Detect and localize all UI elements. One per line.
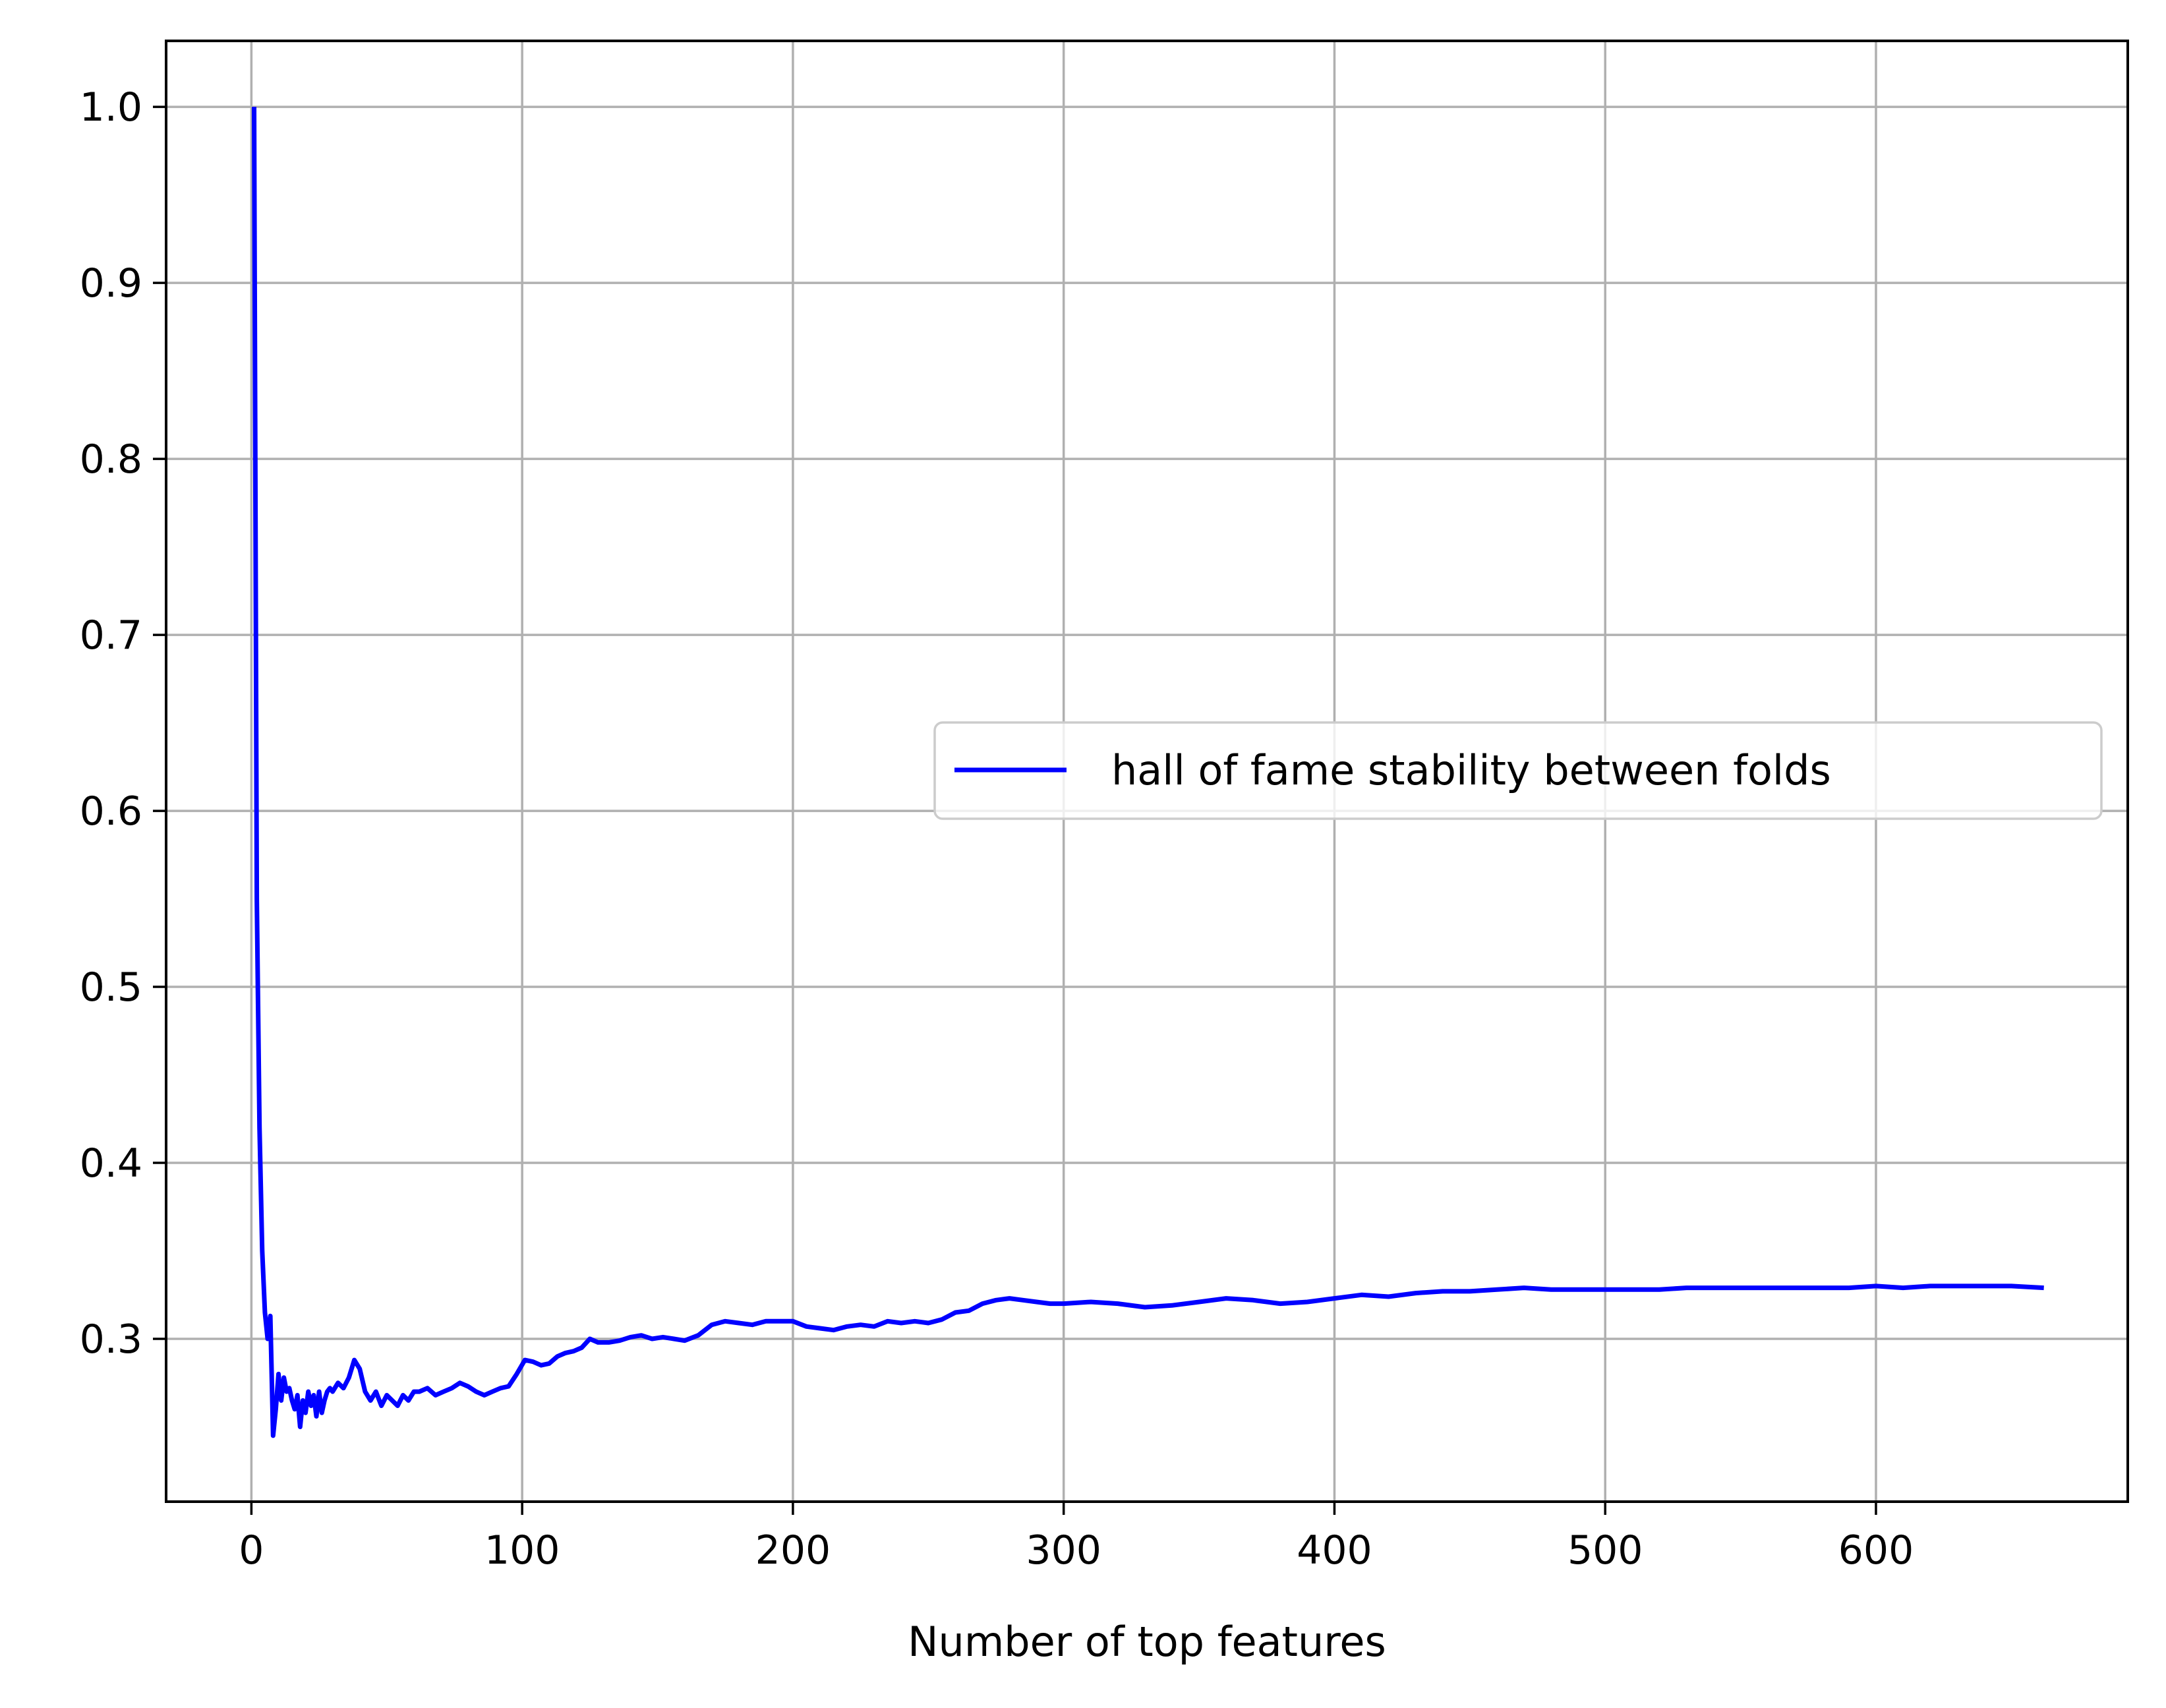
y-tick-label: 0.7: [80, 612, 142, 659]
legend-box: [933, 721, 2103, 820]
y-tick-label: 0.3: [80, 1316, 142, 1363]
series-lines: [252, 107, 2044, 1438]
x-axis-label: Number of top features: [908, 1618, 1386, 1666]
y-tick-label: 0.9: [80, 260, 142, 307]
y-tick-label: 0.6: [80, 788, 142, 835]
x-tick-label: 500: [1567, 1527, 1643, 1574]
x-tick-label: 200: [755, 1527, 831, 1574]
y-tick-label: 0.4: [80, 1140, 142, 1187]
x-tick-label: 100: [484, 1527, 560, 1574]
y-tick-label: 0.8: [80, 436, 142, 483]
plot-area-frame: [165, 40, 2129, 1503]
x-tick-label: 0: [239, 1527, 264, 1574]
legend-label: hall of fame stability between folds: [1111, 746, 1831, 794]
x-tick-label: 600: [1838, 1527, 1914, 1574]
y-axis-ticks: 0.3 0.4 0.5 0.6 0.7 0.8 0.9 1.0: [80, 84, 166, 1363]
y-tick-label: 1.0: [80, 84, 142, 131]
x-axis-ticks: 0 100 200 300 400 500 600: [239, 1502, 1914, 1574]
legend: hall of fame stability between folds: [933, 721, 2103, 820]
x-tick-label: 400: [1297, 1527, 1372, 1574]
series-line: [252, 107, 2044, 1438]
y-tick-label: 0.5: [80, 964, 142, 1011]
x-tick-label: 300: [1026, 1527, 1101, 1574]
